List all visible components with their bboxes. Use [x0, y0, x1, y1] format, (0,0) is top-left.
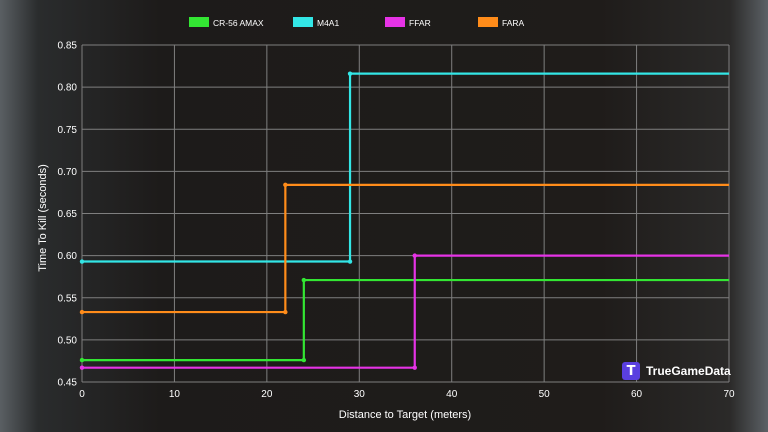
data-point-fara — [79, 309, 85, 315]
y-tick-label: 0.60 — [58, 251, 78, 262]
data-point-fara — [283, 182, 288, 188]
legend-label: FFAR — [409, 18, 431, 28]
truegamedata-logo-icon: T — [622, 362, 640, 380]
legend-swatch — [385, 17, 405, 27]
data-point-cr-56-amax — [301, 357, 307, 363]
legend-label: M4A1 — [317, 18, 339, 28]
y-axis-label: Time To Kill (seconds) — [37, 164, 49, 272]
watermark-text: TrueGameData — [646, 364, 731, 378]
data-point-ffar — [412, 365, 417, 370]
data-point-cr-56-amax — [79, 357, 85, 363]
legend-item-fara: FARA — [478, 17, 525, 28]
x-tick-labels: 0 10 20 30 40 50 60 70 — [79, 389, 735, 400]
legend-item-ffar: FFAR — [385, 17, 431, 28]
y-tick-label: 0.85 — [58, 41, 78, 52]
x-axis-label: Distance to Target (meters) — [339, 409, 471, 421]
x-tick-label: 50 — [539, 389, 551, 400]
x-tick-label: 20 — [261, 389, 273, 400]
data-point-cr-56-amax — [301, 277, 307, 283]
y-tick-label: 0.70 — [58, 167, 78, 178]
data-point-ffar — [79, 365, 85, 370]
legend-label: FARA — [502, 18, 525, 28]
y-tick-label: 0.50 — [58, 335, 78, 346]
data-point-fara — [283, 309, 288, 315]
series-line-fara — [82, 183, 729, 314]
y-tick-labels: 0.45 0.50 0.55 0.60 0.65 0.70 0.75 0.80 0.85 — [58, 41, 78, 389]
x-tick-label: 70 — [723, 389, 735, 400]
y-tick-label: 0.80 — [58, 83, 78, 94]
series-line-m4a1 — [82, 72, 729, 263]
series-line-ffar — [82, 254, 729, 369]
data-point-m4a1 — [347, 259, 353, 264]
y-tick-label: 0.65 — [58, 209, 78, 220]
data-point-m4a1 — [79, 259, 85, 264]
watermark: T TrueGameData — [622, 361, 731, 381]
legend: CR-56 AMAX M4A1 FFAR FARA — [189, 17, 525, 28]
series-line-cr-56-amax — [82, 278, 729, 362]
legend-swatch — [478, 17, 498, 27]
y-tick-label: 0.55 — [58, 293, 78, 304]
series-lines — [79, 71, 729, 370]
x-tick-label: 40 — [446, 389, 458, 400]
grid — [81, 44, 730, 383]
data-point-ffar — [412, 253, 417, 258]
legend-label: CR-56 AMAX — [213, 18, 264, 28]
y-tick-label: 0.45 — [58, 378, 78, 389]
legend-swatch — [189, 17, 209, 27]
legend-item-cr-56-amax: CR-56 AMAX — [189, 17, 264, 28]
x-tick-label: 10 — [169, 389, 181, 400]
y-tick-label: 0.75 — [58, 125, 78, 136]
legend-swatch — [293, 17, 313, 27]
legend-item-m4a1: M4A1 — [293, 17, 339, 28]
data-point-m4a1 — [347, 71, 353, 76]
x-tick-label: 60 — [631, 389, 643, 400]
x-tick-label: 30 — [354, 389, 366, 400]
x-tick-label: 0 — [79, 389, 85, 400]
